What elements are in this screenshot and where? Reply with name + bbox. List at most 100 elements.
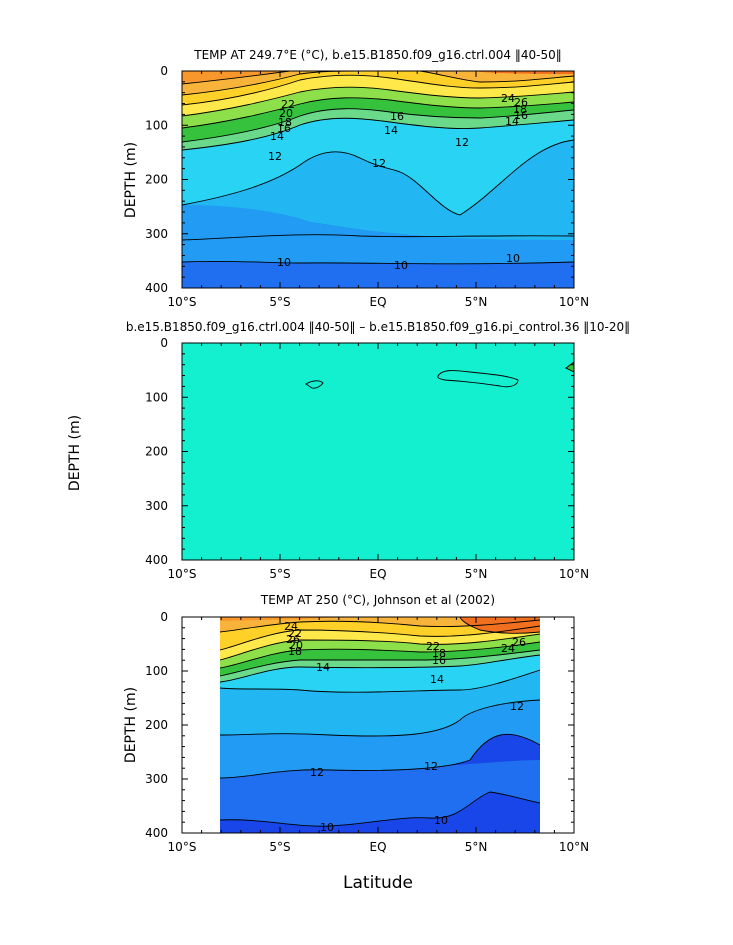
panel1-band bbox=[182, 71, 574, 105]
panel1-band bbox=[182, 97, 574, 142]
panel1-contour-label: 12 bbox=[455, 136, 469, 149]
x-tick-label: 10°N bbox=[559, 840, 589, 854]
panel3-band bbox=[220, 626, 540, 660]
panel3-contour-label: 12 bbox=[510, 700, 524, 713]
panel-difference: b.e15.B1850.f09_g16.ctrl.004 ‖40-50‖ – b… bbox=[67, 320, 630, 581]
panel1-band bbox=[182, 140, 574, 240]
panel1-contour-label: 12 bbox=[372, 157, 386, 170]
y-tick-label: 400 bbox=[145, 826, 168, 840]
panel3-isotherm bbox=[220, 619, 540, 633]
x-tick-label: 5°N bbox=[465, 295, 488, 309]
panel1-contour-label: 20 bbox=[279, 107, 293, 120]
y-tick-label: 200 bbox=[145, 718, 168, 732]
panel3-band bbox=[220, 617, 350, 621]
panel3-contour-label: 14 bbox=[316, 661, 330, 674]
y-tick-label: 100 bbox=[145, 664, 168, 678]
panel1-contour-label: 22 bbox=[281, 98, 295, 111]
panel3-contour-label: 24 bbox=[501, 642, 515, 655]
x-tick-label: 10°S bbox=[168, 295, 197, 309]
panel3-isotherm bbox=[220, 625, 540, 651]
panel3-contour-label: 20 bbox=[289, 639, 303, 652]
panel1-isotherm bbox=[182, 108, 574, 143]
panel3-isotherm bbox=[220, 733, 540, 779]
x-tick-label: 5°N bbox=[465, 840, 488, 854]
x-tick-label: 10°S bbox=[168, 840, 197, 854]
panel1-title: TEMP AT 249.7°E (°C), b.e15.B1850.f09_g1… bbox=[193, 48, 562, 62]
panel3-xlabel: Latitude bbox=[343, 873, 413, 893]
x-tick-label: EQ bbox=[369, 840, 386, 854]
panel1-contour-label: 26 bbox=[514, 96, 528, 109]
panel1-band bbox=[182, 118, 574, 215]
panel3-isotherm bbox=[220, 649, 540, 677]
y-tick-label: 200 bbox=[145, 445, 168, 459]
panel3-contour-label: 26 bbox=[286, 633, 300, 646]
panel3-contour-fill bbox=[220, 617, 540, 833]
panel1-isotherm bbox=[182, 86, 574, 117]
panel1-band bbox=[182, 75, 574, 116]
panel1-isotherm bbox=[419, 71, 574, 83]
panel3-band bbox=[220, 760, 540, 827]
panel2-axes: 10°S 5°S EQ 5°N 10°N 0 100 200 300 400 bbox=[145, 336, 589, 581]
panel1-contour-label: 16 bbox=[514, 109, 528, 122]
panel1-contour-label: 10 bbox=[394, 259, 408, 272]
panel1-contour-label: 18 bbox=[513, 103, 527, 116]
panel3-contour-label: 26 bbox=[512, 636, 526, 649]
panel1-isotherm bbox=[182, 139, 574, 216]
panel-observed-temperature: TEMP AT 250 (°C), Johnson et al (2002) bbox=[123, 593, 589, 893]
panel1-contour-label: 12 bbox=[268, 150, 282, 163]
panel3-isotherm bbox=[459, 617, 540, 634]
panel1-contour-label: 14 bbox=[384, 124, 398, 137]
panel-model-temperature: TEMP AT 249.7°E (°C), b.e15.B1850.f09_g1… bbox=[123, 48, 589, 309]
y-tick-label: 100 bbox=[145, 390, 168, 404]
panel3-axes: 10°S 5°S EQ 5°N 10°N 0 100 200 300 400 bbox=[145, 610, 589, 854]
panel3-contour-label: 24 bbox=[284, 620, 298, 633]
panel3-contour-label: 18 bbox=[432, 647, 446, 660]
x-tick-label: 5°S bbox=[269, 567, 290, 581]
panel1-isotherm bbox=[182, 234, 574, 241]
x-tick-label: 5°S bbox=[269, 840, 290, 854]
panel3-contour-label: 22 bbox=[288, 627, 302, 640]
y-tick-label: 400 bbox=[145, 281, 168, 295]
panel3-band bbox=[220, 617, 540, 632]
panel3-band bbox=[220, 655, 540, 693]
panel2-ylabel: DEPTH (m) bbox=[67, 415, 83, 491]
panel3-contour-label: 14 bbox=[430, 673, 444, 686]
panel3-band bbox=[220, 634, 540, 668]
panel1-contour-label: 24 bbox=[501, 92, 515, 105]
y-tick-label: 300 bbox=[145, 227, 168, 241]
panel3-isotherm bbox=[220, 641, 540, 669]
panel3-isotherm bbox=[220, 699, 540, 737]
x-tick-label: 10°N bbox=[559, 567, 589, 581]
panel1-band bbox=[182, 200, 574, 264]
panel1-contour-labels: 22 20 18 16 14 12 12 16 14 12 24 26 18 1… bbox=[268, 92, 528, 272]
x-tick-label: EQ bbox=[369, 567, 386, 581]
panel2-title: b.e15.B1850.f09_g16.ctrl.004 ‖40-50‖ – b… bbox=[126, 320, 630, 334]
x-tick-label: 10°N bbox=[559, 295, 589, 309]
panel2-band bbox=[182, 343, 574, 560]
panel3-contour-label: 22 bbox=[426, 640, 440, 653]
y-tick-label: 0 bbox=[160, 610, 168, 624]
panel1-contour-label: 10 bbox=[506, 252, 520, 265]
panel3-band bbox=[220, 700, 540, 778]
panel3-band bbox=[220, 642, 540, 676]
y-tick-label: 300 bbox=[145, 499, 168, 513]
panel3-contour-label: 18 bbox=[288, 645, 302, 658]
panel2-contour-fill bbox=[182, 343, 574, 560]
x-tick-label: 10°S bbox=[168, 567, 197, 581]
panel1-contour-fill bbox=[182, 71, 574, 288]
panel1-ylabel: DEPTH (m) bbox=[123, 142, 139, 218]
panel3-isotherm bbox=[220, 791, 540, 827]
x-tick-label: 5°N bbox=[465, 567, 488, 581]
y-tick-label: 0 bbox=[160, 336, 168, 350]
panel1-contour-label: 14 bbox=[270, 130, 284, 143]
panel3-contour-label: 12 bbox=[424, 760, 438, 773]
x-tick-label: EQ bbox=[369, 295, 386, 309]
panel2-isoline bbox=[305, 380, 324, 389]
panel3-band bbox=[220, 650, 540, 682]
panel1-isotherm bbox=[182, 97, 574, 129]
panel3-contour-label: 12 bbox=[310, 766, 324, 779]
panel1-contour-label: 10 bbox=[277, 256, 291, 269]
y-tick-label: 300 bbox=[145, 772, 168, 786]
panel1-contour-label: 16 bbox=[390, 110, 404, 123]
